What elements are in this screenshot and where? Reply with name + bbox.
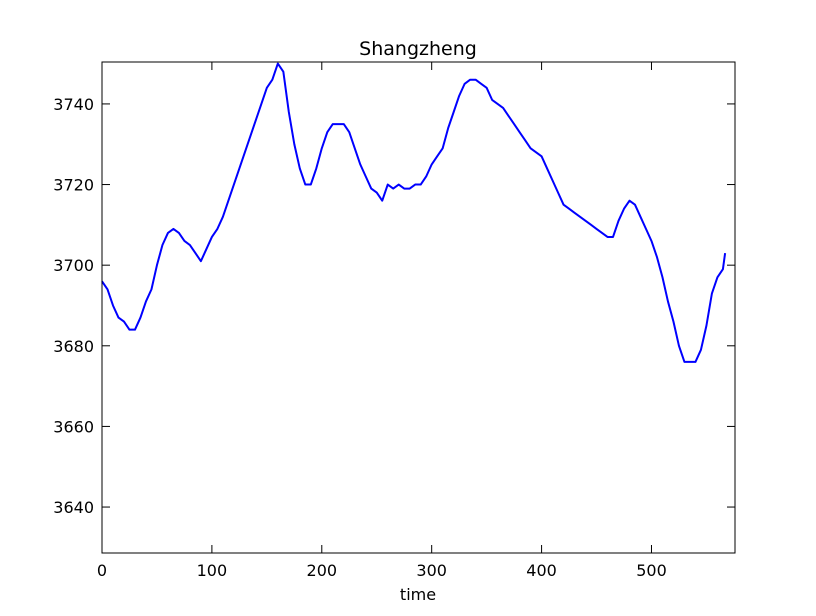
x-axis-label: time [400, 585, 436, 604]
y-tick-label: 3660 [53, 417, 94, 436]
y-tick-label: 3700 [53, 256, 94, 275]
y-tick-label: 3720 [53, 176, 94, 195]
chart-title: Shangzheng [359, 38, 477, 60]
x-tick-label: 500 [636, 561, 667, 580]
x-tick-label: 400 [526, 561, 557, 580]
data-line [101, 62, 727, 363]
x-tick-label: 0 [97, 561, 107, 580]
x-tick-label: 300 [416, 561, 447, 580]
y-tick-label: 3680 [53, 337, 94, 356]
plot-frame [101, 61, 736, 554]
x-tick-label: 200 [307, 561, 338, 580]
x-tick-label: 100 [197, 561, 228, 580]
y-tick-label: 3640 [53, 498, 94, 517]
y-tick-label: 3740 [53, 95, 94, 114]
